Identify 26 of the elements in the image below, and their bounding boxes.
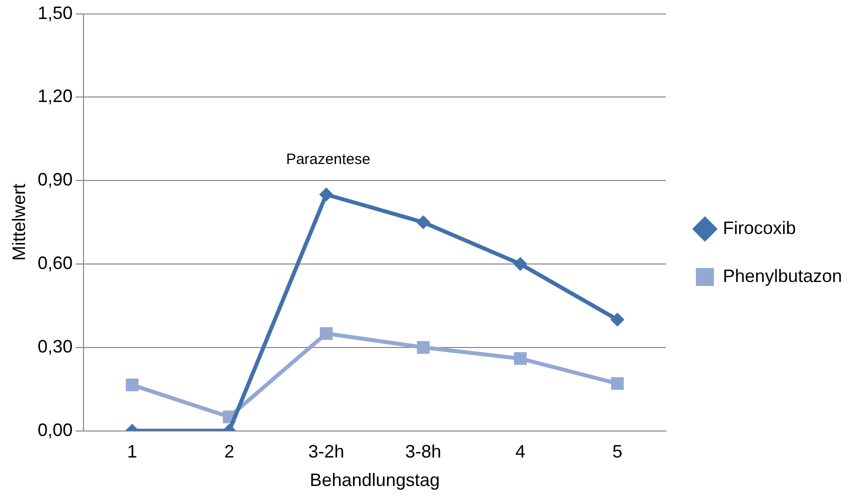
legend-label: Firocoxib bbox=[722, 218, 796, 238]
x-tick-label: 2 bbox=[224, 442, 234, 462]
x-tick-label: 1 bbox=[127, 442, 138, 462]
y-axis-title: Mittelwert bbox=[8, 184, 29, 261]
x-tick-label: 3-8h bbox=[405, 442, 442, 462]
point bbox=[416, 215, 430, 230]
x-axis-title: Behandlungstag bbox=[310, 470, 440, 490]
point bbox=[513, 257, 528, 271]
y-tick-label: 0,60 bbox=[38, 252, 73, 273]
legend-label: Phenylbutazon bbox=[722, 266, 842, 286]
point bbox=[514, 352, 527, 365]
y-tick-label: 1,50 bbox=[38, 2, 73, 23]
y-tick-label: 0,30 bbox=[38, 336, 73, 356]
y-tick-label: 1,20 bbox=[38, 86, 73, 106]
point bbox=[416, 341, 430, 354]
x-tick-label: 4 bbox=[515, 442, 526, 462]
point bbox=[126, 378, 139, 392]
y-tick-label: 0,00 bbox=[38, 420, 73, 440]
point bbox=[611, 377, 624, 390]
point bbox=[320, 327, 333, 340]
point bbox=[610, 312, 624, 327]
y-tick-label: 0,90 bbox=[38, 170, 73, 190]
x-tick-label: 5 bbox=[612, 442, 622, 462]
x-tick-label: 3-2h bbox=[308, 442, 344, 462]
point bbox=[319, 188, 334, 202]
annotation: Parazentese bbox=[286, 150, 370, 168]
